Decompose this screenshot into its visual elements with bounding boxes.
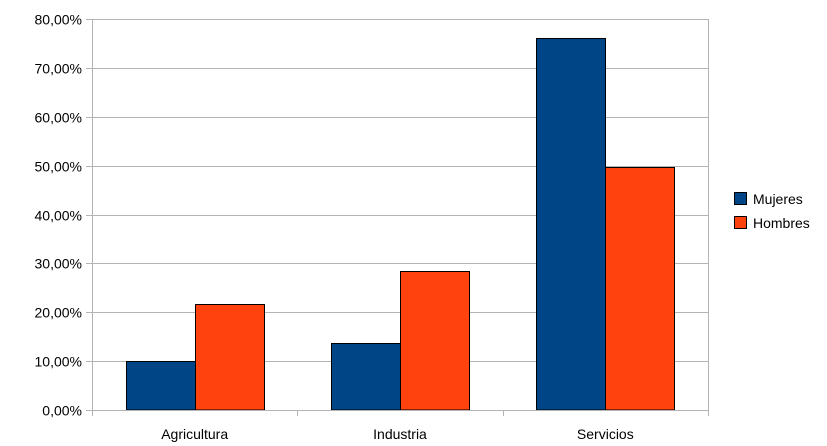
bar-mujeres-agricultura [126, 361, 196, 411]
bar-hombres-servicios [605, 167, 675, 411]
y-tick-label: 70,00% [35, 61, 82, 77]
y-tick-label: 50,00% [35, 159, 82, 175]
x-category-label: Servicios [577, 426, 634, 442]
legend-swatch [734, 192, 747, 205]
bar-hombres-agricultura [195, 304, 265, 411]
category-labels: Agricultura Industria Servicios [161, 426, 634, 442]
bars [126, 38, 675, 411]
y-tick-labels: 0,00% 10,00% 20,00% 30,00% 40,00% 50,00% 60,00… [35, 12, 82, 419]
legend-label: Hombres [753, 215, 810, 231]
y-tick-label: 20,00% [35, 305, 82, 321]
legend-swatch [734, 216, 747, 229]
y-tick-label: 10,00% [35, 354, 82, 370]
legend-label: Mujeres [753, 191, 803, 207]
y-tick-label: 30,00% [35, 256, 82, 272]
bar-mujeres-industria [331, 343, 401, 411]
bar-hombres-industria [400, 271, 470, 411]
legend: Mujeres Hombres [734, 191, 810, 231]
axes [86, 19, 709, 416]
y-tick-label: 60,00% [35, 110, 82, 126]
y-tick-label: 40,00% [35, 208, 82, 224]
y-tick-label: 0,00% [42, 403, 82, 419]
y-tick-label: 80,00% [35, 12, 82, 28]
x-category-label: Industria [373, 426, 427, 442]
bar-mujeres-servicios [536, 38, 606, 411]
x-category-label: Agricultura [161, 426, 228, 442]
